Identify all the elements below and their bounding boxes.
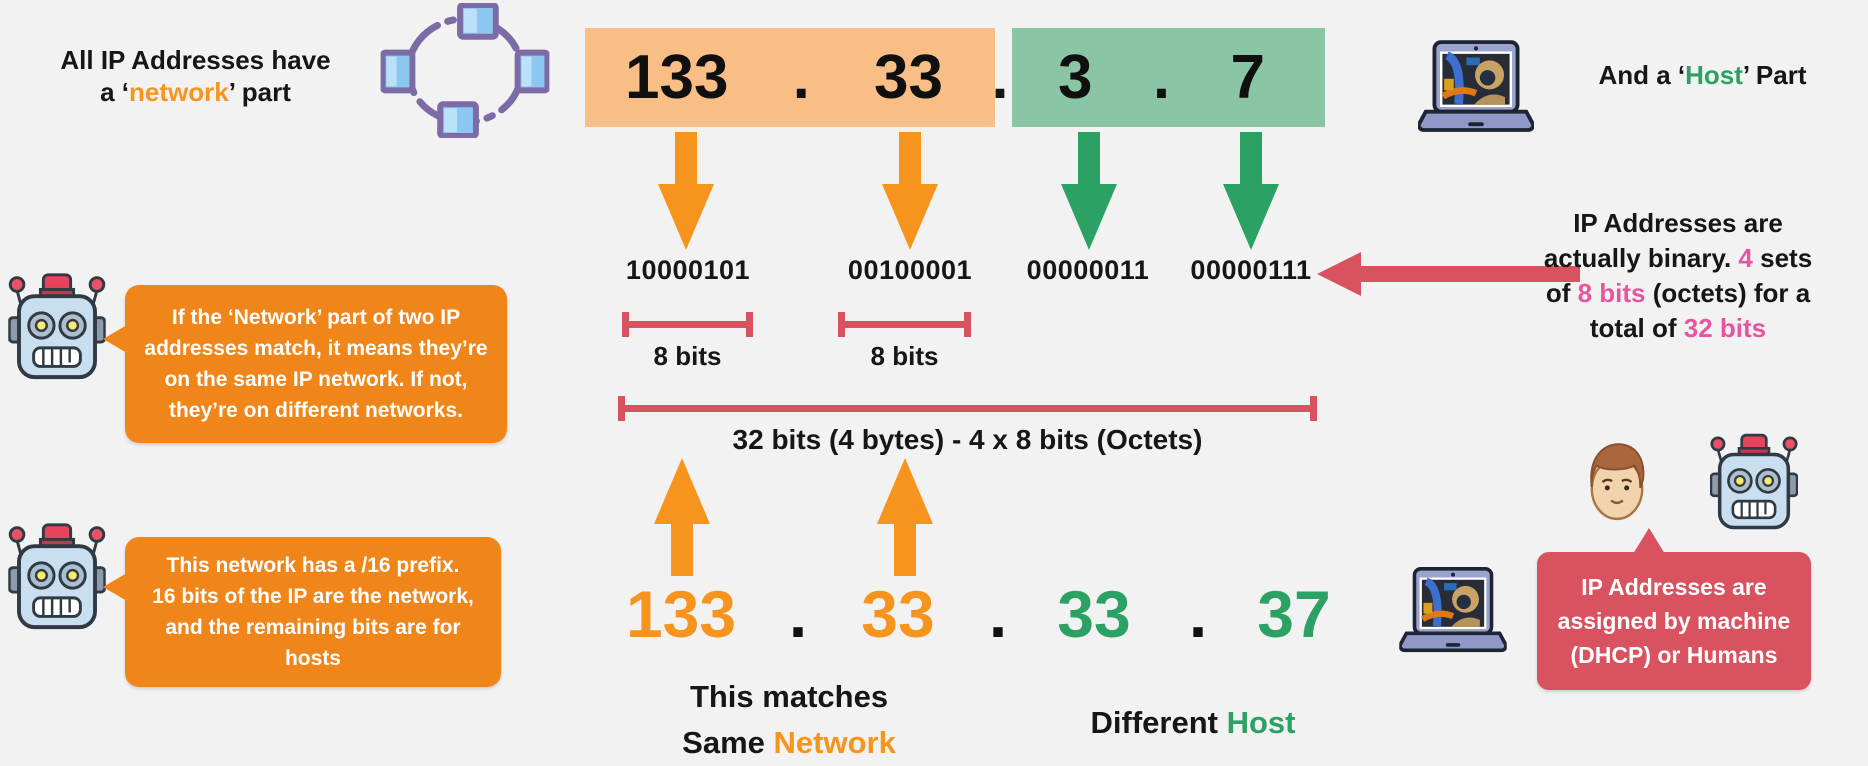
robot-icon bbox=[1710, 428, 1798, 532]
binary-octet2: 00100001 bbox=[847, 255, 973, 285]
bubble-tail bbox=[1633, 528, 1665, 554]
ip-bottom-dot1: . bbox=[788, 577, 808, 651]
ip-bottom-dot2: . bbox=[988, 577, 1008, 651]
bubble-tail bbox=[103, 325, 127, 353]
ip-top-dot1: . bbox=[792, 43, 810, 112]
thirtytwo-bits-label: 32 bits (4 bytes) - 4 x 8 bits (Octets) bbox=[732, 424, 1203, 455]
ip-bottom-octet1: 133 bbox=[625, 577, 737, 651]
down-arrow-icon bbox=[651, 132, 721, 250]
same-network-caption: This matches Same Network bbox=[682, 679, 896, 760]
different-host-caption: Different Host bbox=[1090, 705, 1296, 740]
person-icon bbox=[1585, 441, 1649, 525]
thirtytwo-bits-measure-bar bbox=[618, 396, 1317, 421]
network-part-label-line1: All IP Addresses have bbox=[60, 45, 331, 75]
ip-top-dot-between: . bbox=[991, 43, 1009, 112]
ip-bottom-octet4: 37 bbox=[1257, 577, 1331, 651]
network-part-label: All IP Addresses have a ‘network’ part bbox=[28, 44, 363, 108]
laptop-icon bbox=[1418, 40, 1534, 133]
up-arrow-icon bbox=[870, 458, 940, 576]
ip-top-octet1: 133 bbox=[625, 43, 729, 112]
ip-bottom-octet3: 33 bbox=[1057, 577, 1131, 651]
ip-bottom-dot3: . bbox=[1188, 577, 1208, 651]
eight-bits-label: 8 bits bbox=[870, 341, 939, 371]
robot-icon bbox=[8, 517, 106, 632]
ip-top-dot2: . bbox=[1152, 43, 1171, 112]
speech-bubble-dhcp: IP Addresses are assigned by machine (DH… bbox=[1537, 528, 1811, 690]
binary-octet3: 00000011 bbox=[1026, 255, 1150, 285]
network-nodes-icon bbox=[380, 3, 550, 138]
binary-octet4: 00000111 bbox=[1190, 255, 1312, 285]
down-arrow-icon bbox=[1054, 132, 1124, 250]
speech-bubble-prefix: This network has a /16 prefix. 16 bits o… bbox=[103, 537, 501, 687]
binary-octet1: 10000101 bbox=[625, 255, 751, 285]
eight-bits-measure-bar bbox=[622, 312, 753, 337]
binary-note: IP Addresses are actually binary. 4 sets… bbox=[1543, 208, 1813, 343]
network-octets-box: 133 . 33 bbox=[585, 28, 995, 127]
network-word: network bbox=[129, 77, 229, 107]
eight-bits-label: 8 bits bbox=[653, 341, 722, 371]
laptop-icon bbox=[1399, 567, 1507, 653]
thirtytwo-bits-highlight: 32 bits bbox=[1683, 313, 1767, 343]
bubble-tail bbox=[103, 573, 127, 601]
eight-bits-measure-bar bbox=[838, 312, 971, 337]
ip-top-octet2: 33 bbox=[874, 43, 943, 112]
host-word: Host bbox=[1685, 60, 1743, 90]
ip-bottom-octet2: 33 bbox=[861, 577, 935, 651]
host-octets-box: 3 . 7 bbox=[1012, 28, 1325, 127]
down-arrow-icon bbox=[875, 132, 945, 250]
network-word: Network bbox=[773, 725, 896, 760]
network-part-label-line2: a ‘network’ part bbox=[100, 77, 291, 107]
up-arrow-icon bbox=[647, 458, 717, 576]
host-part-label: And a ‘Host’ Part bbox=[1598, 60, 1807, 90]
down-arrow-icon bbox=[1216, 132, 1286, 250]
host-word: Host bbox=[1226, 705, 1296, 740]
four-sets-highlight: 4 bbox=[1738, 243, 1753, 273]
ip-top-octet4: 7 bbox=[1230, 43, 1265, 112]
ip-top-octet3: 3 bbox=[1058, 43, 1093, 112]
robot-icon bbox=[8, 267, 106, 382]
eight-bits-highlight: 8 bits bbox=[1577, 278, 1646, 308]
speech-bubble-network-match: If the ‘Network’ part of two IP addresse… bbox=[103, 285, 507, 443]
